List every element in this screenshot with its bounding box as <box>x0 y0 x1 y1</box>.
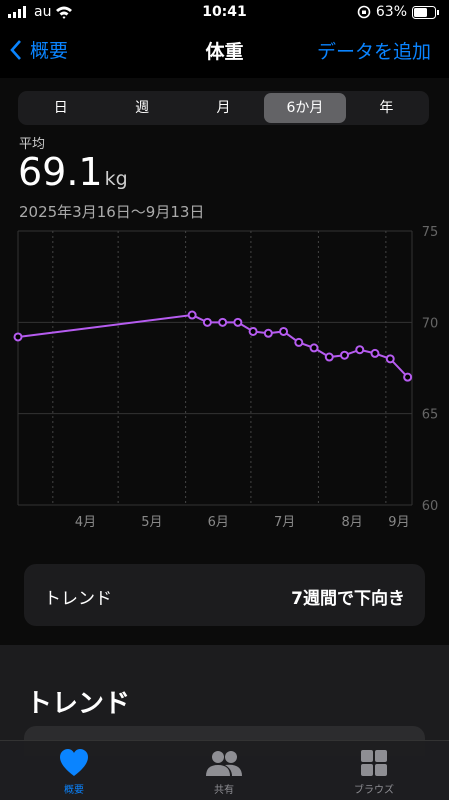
tab-label[interactable]: 概要 <box>64 785 84 796</box>
section-title: トレンド <box>26 689 131 719</box>
avg-value-row: 69.1 kg <box>18 150 128 194</box>
avg-label: 平均 <box>19 137 46 152</box>
signal-icon <box>8 6 26 18</box>
add-data-button[interactable]: データを追加 <box>316 41 431 63</box>
x-tick-label: 6月 <box>208 515 229 530</box>
trend-label: トレンド <box>44 589 112 609</box>
tab-bar: 概要 共有 ブラウズ <box>0 740 449 800</box>
data-point <box>340 350 350 360</box>
chevron <box>10 39 21 60</box>
y-tick-label: 65 <box>422 408 439 423</box>
data-point <box>385 354 395 364</box>
x-tick-label: 9月 <box>388 515 409 530</box>
tab[interactable]: 共有 <box>174 749 274 796</box>
browse-icon <box>361 750 387 776</box>
trend-value: 7週間で下向き <box>291 589 405 609</box>
rotation-lock-icon <box>357 5 371 19</box>
x-tick-label: 5月 <box>141 515 162 530</box>
x-tick-label: 4月 <box>75 515 96 530</box>
data-point <box>248 326 258 336</box>
y-tick-label: 60 <box>422 499 439 514</box>
data-point <box>370 348 380 358</box>
segment[interactable]: 月 <box>216 100 231 116</box>
data-point <box>218 317 228 327</box>
segment[interactable]: 6か月 <box>264 93 346 123</box>
battery-icon <box>412 5 439 19</box>
back-label[interactable]: 概要 <box>30 40 69 62</box>
data-point <box>202 317 212 327</box>
x-tick-label: 7月 <box>274 515 295 530</box>
trend-card[interactable]: トレンド 7週間で下向き <box>24 564 425 626</box>
segment[interactable]: 日 <box>53 100 68 116</box>
data-point <box>403 372 413 382</box>
avg-value: 69.1 <box>18 150 103 194</box>
status-left: au <box>8 4 73 20</box>
wifi-icon <box>56 6 73 19</box>
sharing-icon <box>206 751 242 776</box>
data-point <box>309 343 319 353</box>
date-range: 2025年3月16日〜9月13日 <box>19 203 205 221</box>
data-point <box>13 332 23 342</box>
carrier: au <box>34 4 52 20</box>
data-point <box>187 310 197 320</box>
tab-label[interactable]: 共有 <box>214 785 234 796</box>
clock: 10:41 <box>202 4 247 20</box>
segment[interactable]: 年 <box>379 100 394 116</box>
data-point <box>279 326 289 336</box>
chart: 60 65 70 75 4月 5月 6月 7月 8月 9月 <box>13 225 439 530</box>
segmented-control: 日 週 月 6か月 年 <box>18 91 429 125</box>
tab[interactable]: ブラウズ <box>324 749 424 796</box>
y-tick-label: 70 <box>422 316 439 331</box>
y-tick-label: 75 <box>422 225 439 240</box>
battery-percent: 63% <box>375 4 407 20</box>
back-button[interactable]: 概要 <box>10 36 68 63</box>
data-point <box>294 337 304 347</box>
status-right: 63% <box>357 4 439 20</box>
avg-unit: kg <box>104 168 128 190</box>
heart-icon <box>60 749 88 776</box>
segment[interactable]: 週 <box>135 100 150 116</box>
data-point <box>263 328 273 338</box>
data-point <box>355 345 365 355</box>
data-point <box>233 317 243 327</box>
content-bg <box>0 78 449 645</box>
tab[interactable]: 概要 <box>24 749 124 796</box>
tab-label[interactable]: ブラウズ <box>354 785 394 796</box>
x-tick-label: 8月 <box>341 515 362 530</box>
nav-title: 体重 <box>205 41 244 63</box>
weight-line <box>17 313 409 378</box>
data-point <box>324 352 334 362</box>
